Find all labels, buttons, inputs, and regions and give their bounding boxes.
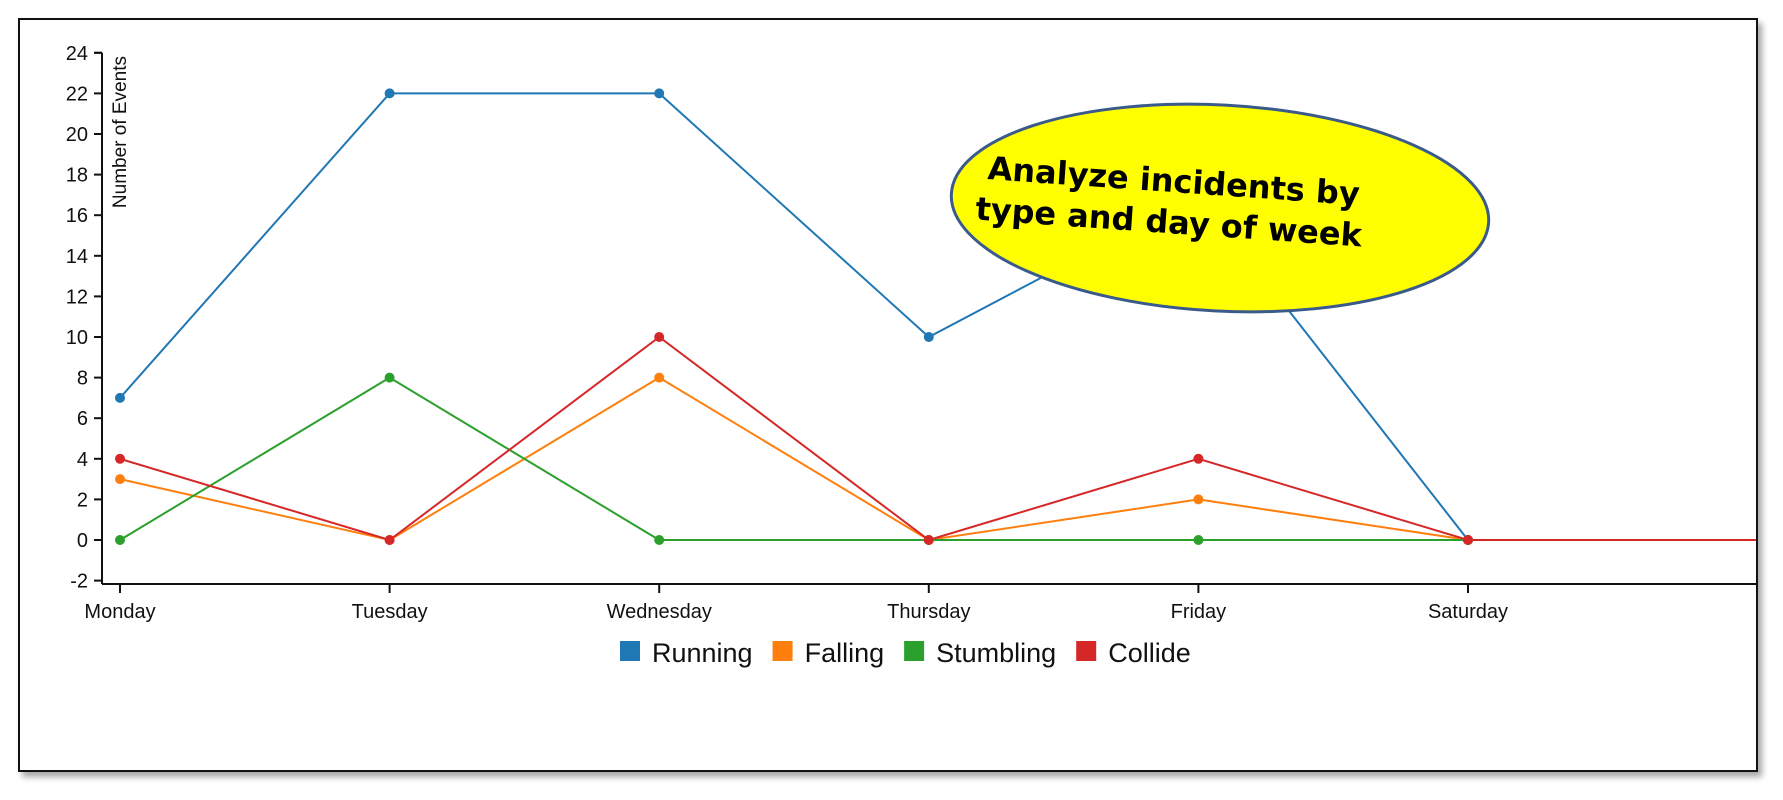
y-tick-label: 18 (66, 165, 88, 187)
series-line-stumbling (119, 376, 1756, 541)
data-point-running (115, 392, 125, 403)
y-tick-label: 0 (77, 530, 88, 552)
legend-label-collide: Collide (1108, 638, 1191, 668)
y-tick-label: 14 (66, 246, 88, 268)
series-line-running (119, 92, 1756, 541)
y-tick-label: 12 (66, 286, 88, 308)
data-point-collide (384, 535, 395, 545)
data-point-running (654, 88, 665, 99)
legend-swatch-running (620, 641, 640, 661)
y-tick-label: 20 (66, 124, 88, 146)
data-point-falling (115, 474, 125, 485)
y-axis-title: Number of Events (110, 56, 131, 208)
data-point-stumbling (115, 535, 125, 545)
y-tick-label: 16 (66, 205, 88, 227)
y-tick-label: 10 (66, 327, 88, 349)
x-tick-label: Monday (84, 601, 155, 623)
y-tick-label: 4 (77, 449, 88, 471)
series-lines (119, 92, 1756, 542)
data-point-collide (1463, 535, 1473, 545)
y-tick-label: 6 (77, 408, 88, 430)
legend-label-running: Running (652, 638, 753, 668)
legend-swatch-collide (1076, 641, 1097, 661)
data-point-collide (654, 332, 665, 342)
data-point-collide (923, 535, 934, 545)
data-point-collide (115, 453, 125, 464)
x-tick-label: Thursday (887, 601, 970, 623)
y-tick-label: 2 (77, 489, 88, 511)
data-point-collide (1193, 453, 1204, 464)
series-line-collide (119, 335, 1756, 542)
x-tick-label: Friday (1171, 601, 1227, 623)
data-point-stumbling (654, 535, 665, 545)
callout: Analyze incidents by type and day of wee… (949, 102, 1491, 314)
legend-label-stumbling: Stumbling (936, 638, 1056, 668)
data-point-running (923, 332, 934, 342)
legend: Running Falling Stumbling Collide (620, 638, 1191, 668)
y-tick-label: 24 (66, 43, 88, 65)
legend-swatch-stumbling (904, 641, 925, 661)
chart-frame: -2 0 2 4 6 8 10 12 14 16 18 20 22 24 Monday Tuesday Wedn… (18, 18, 1758, 772)
y-tick-label: 8 (77, 368, 88, 390)
data-point-stumbling (384, 372, 395, 383)
x-tick-label: Saturday (1428, 601, 1508, 623)
y-tick-label: -2 (70, 571, 88, 593)
series-line-falling (119, 376, 1756, 542)
callout-ellipse (949, 102, 1491, 314)
legend-label-falling: Falling (805, 638, 885, 668)
data-point-running (384, 88, 395, 99)
data-point-stumbling (1193, 535, 1204, 545)
y-tick-label: 22 (66, 83, 88, 105)
data-point-falling (1193, 494, 1204, 505)
x-tick-label: Wednesday (607, 601, 712, 623)
x-tick-label: Tuesday (352, 601, 428, 623)
legend-swatch-falling (772, 641, 793, 661)
data-point-falling (654, 372, 665, 383)
